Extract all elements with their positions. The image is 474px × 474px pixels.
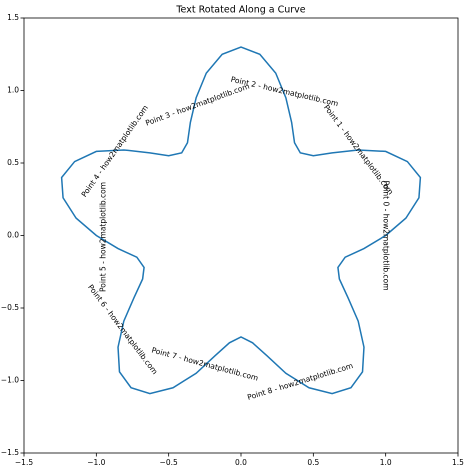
y-tick-label: −1.5 bbox=[1, 448, 19, 457]
annotation: Point 0 - how2matplotlib.com bbox=[382, 180, 391, 290]
annotation: Point 8 - how2matplotlib.com bbox=[246, 361, 354, 402]
y-tick-label: 0.5 bbox=[7, 158, 19, 167]
annotation: Point 5 - how2matplotlib.com bbox=[99, 182, 108, 292]
annotation: Point 1 - how2matplotlib.com bbox=[322, 103, 395, 196]
x-tick-label: −0.5 bbox=[160, 458, 178, 467]
annotation: Point 3 - how2matplotlib.com bbox=[144, 81, 250, 127]
annotation: Point 6 - how2matplotlib.com bbox=[86, 283, 159, 376]
x-tick-label: 0.5 bbox=[307, 458, 319, 467]
annotation: Point 7 - how2matplotlib.com bbox=[151, 345, 260, 382]
x-tick-label: 1.0 bbox=[380, 458, 392, 467]
curve bbox=[60, 46, 422, 395]
y-tick-label: 0.0 bbox=[7, 231, 19, 240]
plot-frame bbox=[23, 17, 459, 454]
y-tick-label: 1.5 bbox=[7, 13, 19, 22]
y-tick-label: −1.0 bbox=[1, 376, 19, 385]
chart-title: Text Rotated Along a Curve bbox=[175, 5, 305, 16]
x-tick-label: 0.0 bbox=[235, 458, 247, 467]
y-tick-label: 1.0 bbox=[7, 86, 19, 95]
x-tick-label: 1.5 bbox=[452, 458, 464, 467]
y-tick-label: −0.5 bbox=[1, 303, 19, 312]
x-tick-label: −1.5 bbox=[15, 458, 33, 467]
x-tick-label: −1.0 bbox=[87, 458, 105, 467]
